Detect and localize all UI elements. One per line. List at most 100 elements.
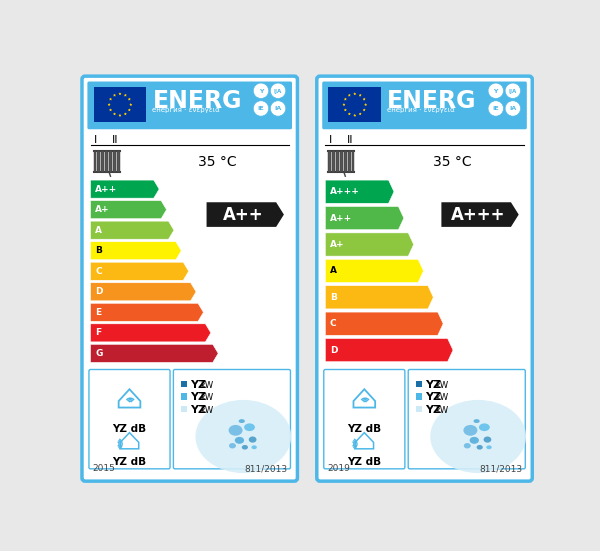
- Circle shape: [253, 83, 269, 99]
- Text: YZ: YZ: [190, 392, 206, 402]
- Text: IE: IE: [493, 106, 499, 111]
- Text: Y: Y: [259, 89, 263, 94]
- Text: I: I: [94, 135, 97, 145]
- Text: A++: A++: [95, 185, 118, 193]
- Polygon shape: [325, 338, 453, 361]
- Ellipse shape: [473, 419, 479, 423]
- Circle shape: [271, 101, 286, 116]
- Polygon shape: [348, 112, 351, 115]
- Polygon shape: [124, 94, 127, 96]
- Polygon shape: [353, 114, 356, 116]
- Text: F: F: [95, 328, 101, 337]
- Text: A+: A+: [330, 240, 344, 249]
- Text: kW: kW: [436, 381, 448, 390]
- Polygon shape: [108, 103, 110, 106]
- Text: C: C: [330, 319, 337, 328]
- Polygon shape: [128, 109, 131, 111]
- Bar: [101, 151, 104, 172]
- Polygon shape: [91, 262, 188, 280]
- Text: YZ: YZ: [190, 380, 206, 390]
- Text: YZ dB: YZ dB: [347, 457, 382, 467]
- Bar: [181, 393, 187, 399]
- Polygon shape: [348, 112, 350, 115]
- FancyBboxPatch shape: [88, 82, 292, 129]
- Circle shape: [271, 83, 286, 99]
- Polygon shape: [353, 114, 356, 117]
- Polygon shape: [109, 98, 112, 100]
- Text: IJA: IJA: [509, 89, 517, 94]
- Bar: [97, 151, 100, 172]
- Polygon shape: [348, 94, 351, 96]
- Bar: [181, 381, 187, 387]
- Text: II: II: [347, 135, 353, 145]
- Text: 2015: 2015: [92, 464, 115, 473]
- Polygon shape: [119, 93, 121, 95]
- Text: ENERG: ENERG: [152, 89, 242, 113]
- Polygon shape: [109, 109, 112, 111]
- Text: E: E: [95, 308, 101, 317]
- Text: енергия · ενεργεια: енергия · ενεργεια: [152, 107, 220, 113]
- Bar: [328, 151, 331, 172]
- Bar: [340, 151, 343, 172]
- Ellipse shape: [479, 423, 490, 431]
- Polygon shape: [128, 98, 131, 100]
- Text: C: C: [95, 267, 102, 276]
- Polygon shape: [362, 98, 365, 100]
- Ellipse shape: [229, 425, 242, 436]
- Bar: [117, 151, 119, 172]
- Text: YZ: YZ: [425, 404, 442, 414]
- Text: I: I: [328, 135, 332, 145]
- Polygon shape: [325, 233, 413, 256]
- Polygon shape: [128, 109, 131, 111]
- Text: YZ dB: YZ dB: [347, 424, 382, 434]
- Text: 2019: 2019: [327, 464, 350, 473]
- Polygon shape: [109, 98, 112, 100]
- Text: kW: kW: [200, 406, 214, 415]
- Polygon shape: [91, 324, 211, 342]
- Text: A+++: A+++: [330, 187, 360, 196]
- Polygon shape: [109, 109, 112, 111]
- Polygon shape: [119, 114, 121, 116]
- Text: D: D: [95, 287, 103, 296]
- Bar: [94, 87, 146, 122]
- Text: YZ: YZ: [190, 404, 206, 414]
- Polygon shape: [91, 242, 181, 260]
- Polygon shape: [91, 201, 167, 219]
- Bar: [416, 381, 422, 387]
- Bar: [336, 151, 339, 172]
- Ellipse shape: [476, 445, 483, 450]
- Polygon shape: [364, 103, 367, 106]
- Text: A++: A++: [330, 214, 352, 223]
- Polygon shape: [359, 112, 362, 115]
- FancyBboxPatch shape: [324, 370, 405, 469]
- Text: YZ dB: YZ dB: [112, 457, 146, 467]
- Text: 35 °C: 35 °C: [198, 155, 236, 169]
- Ellipse shape: [430, 400, 526, 473]
- Text: II: II: [112, 135, 119, 145]
- Text: A++: A++: [223, 206, 263, 224]
- FancyBboxPatch shape: [317, 76, 532, 481]
- Bar: [348, 151, 350, 172]
- Polygon shape: [359, 94, 362, 96]
- Circle shape: [505, 83, 521, 99]
- Bar: [344, 151, 347, 172]
- Text: енергия · ενεργεια: енергия · ενεργεια: [388, 107, 455, 113]
- Polygon shape: [442, 202, 519, 227]
- Text: YZ: YZ: [425, 392, 442, 402]
- Text: IA: IA: [509, 106, 517, 111]
- Ellipse shape: [484, 436, 491, 442]
- Text: A+++: A+++: [451, 206, 505, 224]
- Bar: [105, 151, 108, 172]
- Text: B: B: [95, 246, 102, 255]
- Text: 35 °C: 35 °C: [433, 155, 471, 169]
- Polygon shape: [91, 221, 174, 239]
- Ellipse shape: [486, 445, 492, 449]
- Ellipse shape: [229, 443, 236, 449]
- Polygon shape: [118, 93, 121, 95]
- Ellipse shape: [470, 437, 479, 444]
- Bar: [416, 393, 422, 399]
- Polygon shape: [128, 98, 131, 100]
- Polygon shape: [343, 103, 345, 106]
- Text: IJA: IJA: [274, 89, 282, 94]
- Polygon shape: [363, 109, 365, 111]
